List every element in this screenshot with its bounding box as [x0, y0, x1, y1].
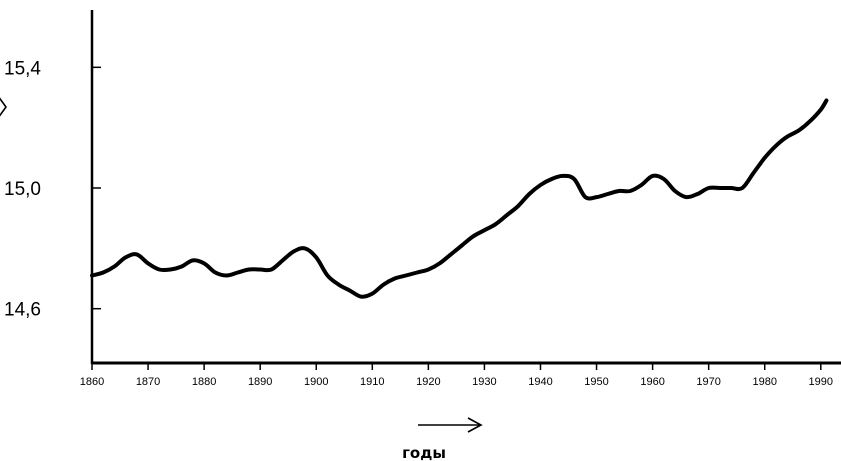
- x-tick-label: 1860: [80, 376, 104, 388]
- x-tick-label: 1880: [192, 376, 216, 388]
- y-tick-label: 14,6: [4, 300, 41, 321]
- x-tick-label: 1940: [528, 376, 552, 388]
- axis-arrows: [0, 97, 483, 433]
- series-group: [90, 98, 829, 299]
- series-line: [90, 98, 829, 299]
- x-tick-label: 1970: [696, 376, 720, 388]
- x-tick-label: 1960: [640, 376, 664, 388]
- chart-axes: [90, 10, 841, 365]
- x-ticks: 1860 1870 1880 1890 1900 1910 1920 1930 1940 1950…: [80, 363, 833, 388]
- x-tick-label: 1900: [304, 376, 328, 388]
- y-ticks: 14,6 15,0 15,4: [4, 58, 101, 321]
- x-tick-label: 1920: [416, 376, 440, 388]
- x-axis-label: годы: [402, 444, 446, 461]
- y-arrow-icon: [0, 97, 7, 117]
- x-arrow-icon: [467, 417, 483, 433]
- x-tick-label: 1990: [809, 376, 833, 388]
- x-tick-label: 1930: [472, 376, 496, 388]
- x-tick-label: 1890: [248, 376, 272, 388]
- x-tick-label: 1980: [752, 376, 776, 388]
- y-tick-label: 15,0: [4, 179, 41, 200]
- x-tick-label: 1950: [584, 376, 608, 388]
- y-tick-label: 15,4: [4, 58, 41, 79]
- x-tick-label: 1870: [136, 376, 160, 388]
- x-tick-label: 1910: [360, 376, 384, 388]
